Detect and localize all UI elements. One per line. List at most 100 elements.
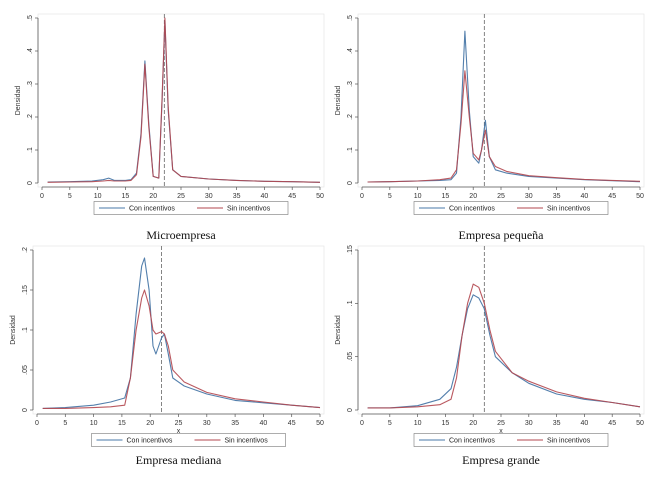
y-tick-label: .1 — [347, 147, 354, 153]
y-axis-title: Densidad — [335, 315, 342, 345]
legend: Con incentivos Sin incentivos — [91, 433, 286, 447]
x-tick-label: 15 — [442, 193, 450, 200]
x-tick-label: 0 — [360, 420, 364, 427]
y-tick-label: 0 — [347, 181, 354, 185]
x-tick-label: 30 — [525, 420, 533, 427]
x-tick-label: 10 — [414, 420, 422, 427]
y-tick-label: .15 — [347, 245, 354, 255]
y-tick-label: .2 — [27, 114, 34, 120]
plot-frame — [357, 245, 645, 415]
x-tick-label: 5 — [388, 420, 392, 427]
x-tick-label: 0 — [360, 193, 364, 200]
x-axis-title: x — [499, 428, 503, 435]
x-tick-label: 20 — [469, 193, 477, 200]
x-tick-label: 25 — [175, 420, 183, 427]
y-tick-label: .4 — [347, 48, 354, 54]
x-tick-label: 10 — [414, 193, 422, 200]
y-tick-label: 0 — [27, 181, 34, 185]
x-tick-label: 45 — [288, 420, 296, 427]
legend-label: Sin incentivos — [547, 438, 591, 445]
series-line-sin-incentivos — [47, 17, 321, 183]
y-tick-label: .2 — [347, 114, 354, 120]
x-tick-label: 30 — [205, 193, 213, 200]
x-tick-label: 25 — [177, 193, 185, 200]
y-tick-label: .2 — [22, 247, 29, 253]
chart-caption: Empresa mediana — [135, 453, 222, 467]
y-tick-label: 0 — [22, 408, 29, 412]
legend: Con incentivos Sin incentivos — [413, 201, 609, 215]
x-tick-label: 35 — [233, 193, 241, 200]
legend-box — [413, 201, 609, 215]
chart-panel-2: 0.1.2.3.4.5Densidad05101520253035404550x… — [335, 13, 645, 215]
x-tick-label: 15 — [122, 193, 130, 200]
x-tick-label: 45 — [608, 420, 616, 427]
x-tick-label: 40 — [261, 193, 269, 200]
chart-caption: Empresa pequeña — [458, 228, 544, 242]
y-tick-label: .5 — [27, 15, 34, 21]
y-tick-label: .1 — [22, 327, 29, 333]
y-tick-label: .3 — [347, 81, 354, 87]
legend-label: Sin incentivos — [227, 206, 271, 213]
x-tick-label: 20 — [469, 420, 477, 427]
chart-caption: Empresa grande — [462, 453, 540, 467]
legend-label: Con incentivos — [127, 438, 173, 445]
x-tick-label: 35 — [231, 420, 239, 427]
y-tick-label: .05 — [22, 365, 29, 375]
x-tick-label: 10 — [90, 420, 98, 427]
legend: Con incentivos Sin incentivos — [413, 433, 609, 447]
x-tick-label: 5 — [63, 420, 67, 427]
x-tick-label: 0 — [40, 193, 44, 200]
y-tick-label: .1 — [27, 147, 34, 153]
legend-label: Sin incentivos — [547, 206, 591, 213]
x-tick-label: 0 — [35, 420, 39, 427]
plot-frame — [37, 13, 325, 188]
y-tick-label: .1 — [347, 300, 354, 306]
x-tick-label: 40 — [260, 420, 268, 427]
y-tick-label: .15 — [22, 285, 29, 295]
legend-label: Con incentivos — [449, 206, 495, 213]
x-tick-label: 45 — [288, 193, 296, 200]
x-tick-label: 5 — [68, 193, 72, 200]
series-line-con-incentivos — [367, 30, 641, 183]
y-axis-title: Densidad — [335, 86, 342, 116]
x-tick-label: 50 — [636, 420, 644, 427]
legend-box — [93, 201, 289, 215]
x-tick-label: 35 — [553, 420, 561, 427]
x-tick-label: 35 — [553, 193, 561, 200]
y-axis-title: Densidad — [10, 315, 17, 345]
chart-panel-3: 0 .05 .1 .15 .2 Densidad 0 5 10 15 20 25 30 35 40 45 50 x… — [10, 245, 325, 447]
x-tick-label: 30 — [203, 420, 211, 427]
y-tick-label: .3 — [27, 81, 34, 87]
y-axis-title: Densidad — [15, 86, 22, 116]
y-tick-label: .5 — [347, 15, 354, 21]
x-tick-label: 50 — [316, 193, 324, 200]
y-tick-label: .05 — [347, 352, 354, 362]
legend: Con incentivos Sin incentivos — [93, 201, 289, 215]
x-tick-label: 40 — [581, 420, 589, 427]
x-tick-label: 20 — [146, 420, 154, 427]
x-tick-label: 25 — [497, 193, 505, 200]
plot-frame — [357, 13, 645, 188]
legend-label: Con incentivos — [129, 206, 175, 213]
x-tick-label: 30 — [525, 193, 533, 200]
x-tick-label: 20 — [149, 193, 157, 200]
x-tick-label: 25 — [497, 420, 505, 427]
plot-frame — [32, 245, 325, 415]
series-line-con-incentivos — [367, 294, 641, 409]
series-line-sin-incentivos — [367, 283, 641, 409]
x-tick-label: 40 — [581, 193, 589, 200]
x-tick-label: 15 — [442, 420, 450, 427]
legend-box — [413, 433, 609, 447]
legend-label: Con incentivos — [449, 438, 495, 445]
legend-label: Sin incentivos — [225, 438, 269, 445]
x-tick-label: 50 — [316, 420, 324, 427]
x-axis-title: x — [177, 428, 181, 435]
series-line-sin-incentivos — [42, 289, 321, 409]
series-line-con-incentivos — [42, 257, 321, 409]
chart-caption: Microempresa — [146, 228, 216, 242]
x-tick-label: 10 — [94, 193, 102, 200]
y-tick-label: 0 — [347, 408, 354, 412]
chart-panel-1: 0.1.2.3.4.5Densidad05101520253035404550x… — [15, 13, 325, 215]
